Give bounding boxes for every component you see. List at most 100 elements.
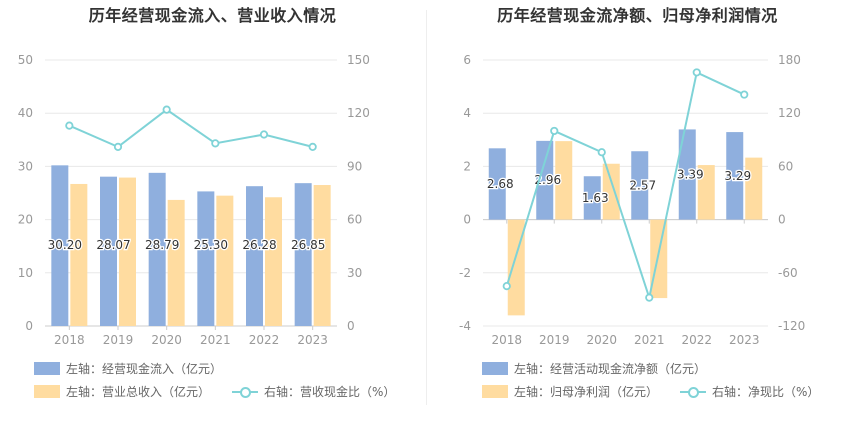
x-tick-label: 2021 xyxy=(634,333,665,347)
y-right-tick-label: 90 xyxy=(347,159,362,173)
chart-panel-netcash-profit: 历年经营现金流净额、归母净利润情况 -4 -2 0 2 4 6 -120 -60 0 60 120 1… xyxy=(425,0,850,437)
line-point xyxy=(65,121,74,130)
y-right-tick-label: 180 xyxy=(778,53,801,67)
series-line xyxy=(68,108,313,149)
line-point xyxy=(740,90,749,99)
bar-primary xyxy=(583,176,601,220)
x-tick-label: 2018 xyxy=(491,333,522,347)
x-tick-label: 2023 xyxy=(297,333,328,347)
chart-plot-left: 0 10 20 30 40 50 0 30 60 90 120 150 2018 2019 2020 2021… xyxy=(18,53,370,347)
y-left-tick-label: 4 xyxy=(463,106,471,120)
x-tick-label: 2022 xyxy=(249,333,280,347)
panel-divider xyxy=(426,10,427,405)
bar-data-label: 3.39 xyxy=(677,168,704,182)
bar-secondary xyxy=(265,197,282,326)
bar-primary xyxy=(100,176,117,326)
bar-secondary xyxy=(650,219,668,299)
series-line xyxy=(505,70,745,302)
legend-label-revenue[interactable]: 左轴：营业总收入（亿元） xyxy=(66,385,211,399)
bar-secondary xyxy=(167,199,185,326)
y-right-tick-label: 150 xyxy=(347,53,370,67)
bar-primary xyxy=(197,191,215,326)
line-point xyxy=(113,142,123,151)
bar-primary xyxy=(488,148,506,220)
bar-data-label: 25.30 xyxy=(194,238,228,252)
bar-primary xyxy=(678,129,696,220)
bar-data-label: 28.07 xyxy=(96,238,130,252)
legend-label-net-profit[interactable]: 左轴：归母净利润（亿元） xyxy=(514,385,659,399)
line-point xyxy=(211,139,220,148)
y-right-tick-label: 120 xyxy=(347,106,370,120)
y-left-tick-label: 50 xyxy=(18,53,33,67)
y-left-tick-label: 0 xyxy=(25,319,33,333)
bar-data-label: 26.28 xyxy=(242,238,276,252)
bar-data-label: 26.85 xyxy=(291,238,325,252)
line-point xyxy=(162,105,171,114)
line-point xyxy=(259,130,269,139)
bar-data-label: 3.29 xyxy=(724,169,751,183)
y-right-tick-label: 0 xyxy=(778,213,786,227)
legend-label-net-cash-ratio[interactable]: 右轴：净现比（%） xyxy=(712,385,820,399)
bar-secondary xyxy=(602,163,620,220)
x-tick-label: 2019 xyxy=(539,333,570,347)
line-point xyxy=(550,126,559,136)
y-left-tick-label: 0 xyxy=(463,213,471,227)
x-tick-label: 2021 xyxy=(200,333,231,347)
bar-data-label: 2.57 xyxy=(629,178,656,192)
x-tick-label: 2022 xyxy=(681,333,712,347)
y-right-tick-label: 60 xyxy=(778,159,793,173)
x-tick-label: 2023 xyxy=(729,333,760,347)
bar-data-label: 28.79 xyxy=(145,238,179,252)
y-left-tick-label: 6 xyxy=(463,53,471,67)
legend-label-cash-ratio[interactable]: 右轴：营收现金比（%） xyxy=(264,385,396,399)
y-right-tick-label: 0 xyxy=(347,319,355,333)
bar-primary xyxy=(246,186,263,326)
y-left-tick-label: 20 xyxy=(18,213,33,227)
y-left-tick-label: 10 xyxy=(18,266,33,280)
y-right-tick-label: 60 xyxy=(347,213,362,227)
legend-swatch-bar-blue xyxy=(34,362,60,375)
chart-plot-right: -4 -2 0 2 4 6 -120 -60 0 60 120 180 2018 2019 2020 2021… xyxy=(459,53,805,347)
x-tick-label: 2019 xyxy=(103,333,134,347)
bar-data-label: 2.68 xyxy=(487,177,514,191)
bar-secondary xyxy=(745,157,763,220)
line-point xyxy=(308,142,317,151)
x-tick-label: 2020 xyxy=(151,333,182,347)
legend-row-1: 左轴：经营活动现金流净额（亿元） xyxy=(482,360,706,377)
y-right-tick-label: -120 xyxy=(778,319,805,333)
bar-secondary xyxy=(70,183,88,326)
legend-row-2: 左轴：归母净利润（亿元） 右轴：净现比（%） xyxy=(482,383,819,400)
bar-primary xyxy=(726,132,744,220)
legend-swatch-line xyxy=(680,385,707,398)
chart-title: 历年经营现金流入、营业收入情况 xyxy=(88,6,337,25)
y-left-tick-label: -2 xyxy=(459,266,471,280)
chart-title: 历年经营现金流净额、归母净利润情况 xyxy=(497,6,778,25)
bar-secondary xyxy=(119,177,136,326)
y-left-tick-label: -4 xyxy=(459,319,471,333)
legend-label-net-cash[interactable]: 左轴：经营活动现金流净额（亿元） xyxy=(514,362,707,376)
bar-primary xyxy=(631,151,649,220)
y-right-tick-label: 120 xyxy=(778,106,801,120)
y-left-tick-label: 30 xyxy=(18,159,33,173)
x-tick-label: 2018 xyxy=(54,333,85,347)
line-point xyxy=(645,293,654,302)
bar-primary xyxy=(51,165,69,326)
legend-swatch-line xyxy=(232,385,259,398)
y-left-tick-label: 2 xyxy=(463,159,471,173)
legend-row-2: 左轴：营业总收入（亿元） 右轴：营收现金比（%） xyxy=(34,383,395,400)
line-point xyxy=(692,68,701,77)
bar-secondary xyxy=(555,141,573,220)
y-left-tick-label: 40 xyxy=(18,106,33,120)
chart-panel-cashflow-revenue: 历年经营现金流入、营业收入情况 0 10 20 30 40 50 0 30 60 90 120 150… xyxy=(18,6,396,400)
bar-secondary xyxy=(216,195,234,326)
legend-label-cash-inflow[interactable]: 左轴：经营现金流入（亿元） xyxy=(66,362,223,376)
bar-data-label: 1.63 xyxy=(582,191,609,205)
line-point xyxy=(597,148,606,157)
x-tick-label: 2020 xyxy=(586,333,617,347)
bar-secondary xyxy=(697,165,715,220)
y-right-tick-label: -60 xyxy=(778,266,798,280)
y-right-tick-label: 30 xyxy=(347,266,362,280)
bar-primary xyxy=(148,172,166,326)
legend-row-1: 左轴：经营现金流入（亿元） xyxy=(34,360,222,377)
bar-secondary xyxy=(313,185,331,326)
